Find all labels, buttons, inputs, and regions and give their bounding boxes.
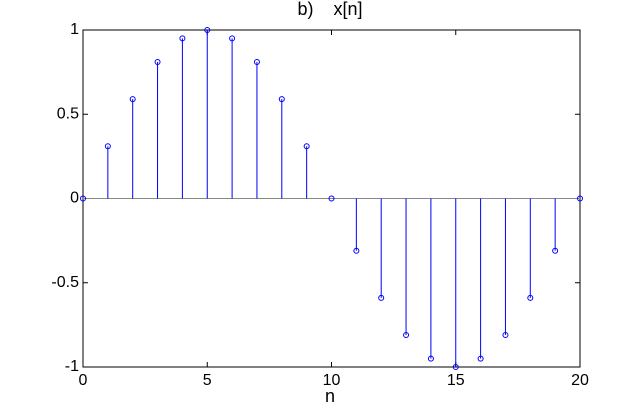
y-tick-label: 1 <box>70 21 79 38</box>
stem-marker <box>502 331 509 338</box>
stem-marker <box>403 331 410 338</box>
x-tick-label: 5 <box>203 372 212 389</box>
y-tick-label: -0.5 <box>51 274 79 291</box>
x-tick-label: 10 <box>323 372 341 389</box>
stem-marker <box>278 96 285 103</box>
stem-marker <box>303 143 310 150</box>
y-tick-label: -1 <box>65 358 79 375</box>
stem-marker <box>229 35 236 42</box>
y-tick-label: 0.5 <box>57 105 79 122</box>
x-tick-label: 15 <box>447 372 465 389</box>
stem-marker <box>129 96 136 103</box>
stem-marker <box>154 59 161 66</box>
stem-marker <box>328 195 335 202</box>
stem-marker <box>253 59 260 66</box>
stem-marker <box>353 247 360 254</box>
stem-marker <box>204 27 211 33</box>
stem-marker <box>527 294 534 301</box>
stem-marker <box>80 195 86 202</box>
stem-marker <box>378 294 385 301</box>
stem-marker <box>452 364 459 370</box>
stem-marker <box>552 247 559 254</box>
y-tick-label: 0 <box>70 190 79 207</box>
x-tick-label: 20 <box>571 372 589 389</box>
chart-title: b) x[n] <box>297 0 362 19</box>
stem-marker <box>427 355 434 362</box>
x-axis-label: n <box>325 386 335 406</box>
stem-marker <box>477 355 484 362</box>
stem-marker <box>179 35 186 42</box>
x-tick-label: 0 <box>79 372 88 389</box>
stem-marker <box>577 195 583 202</box>
stem-marker <box>104 143 111 150</box>
